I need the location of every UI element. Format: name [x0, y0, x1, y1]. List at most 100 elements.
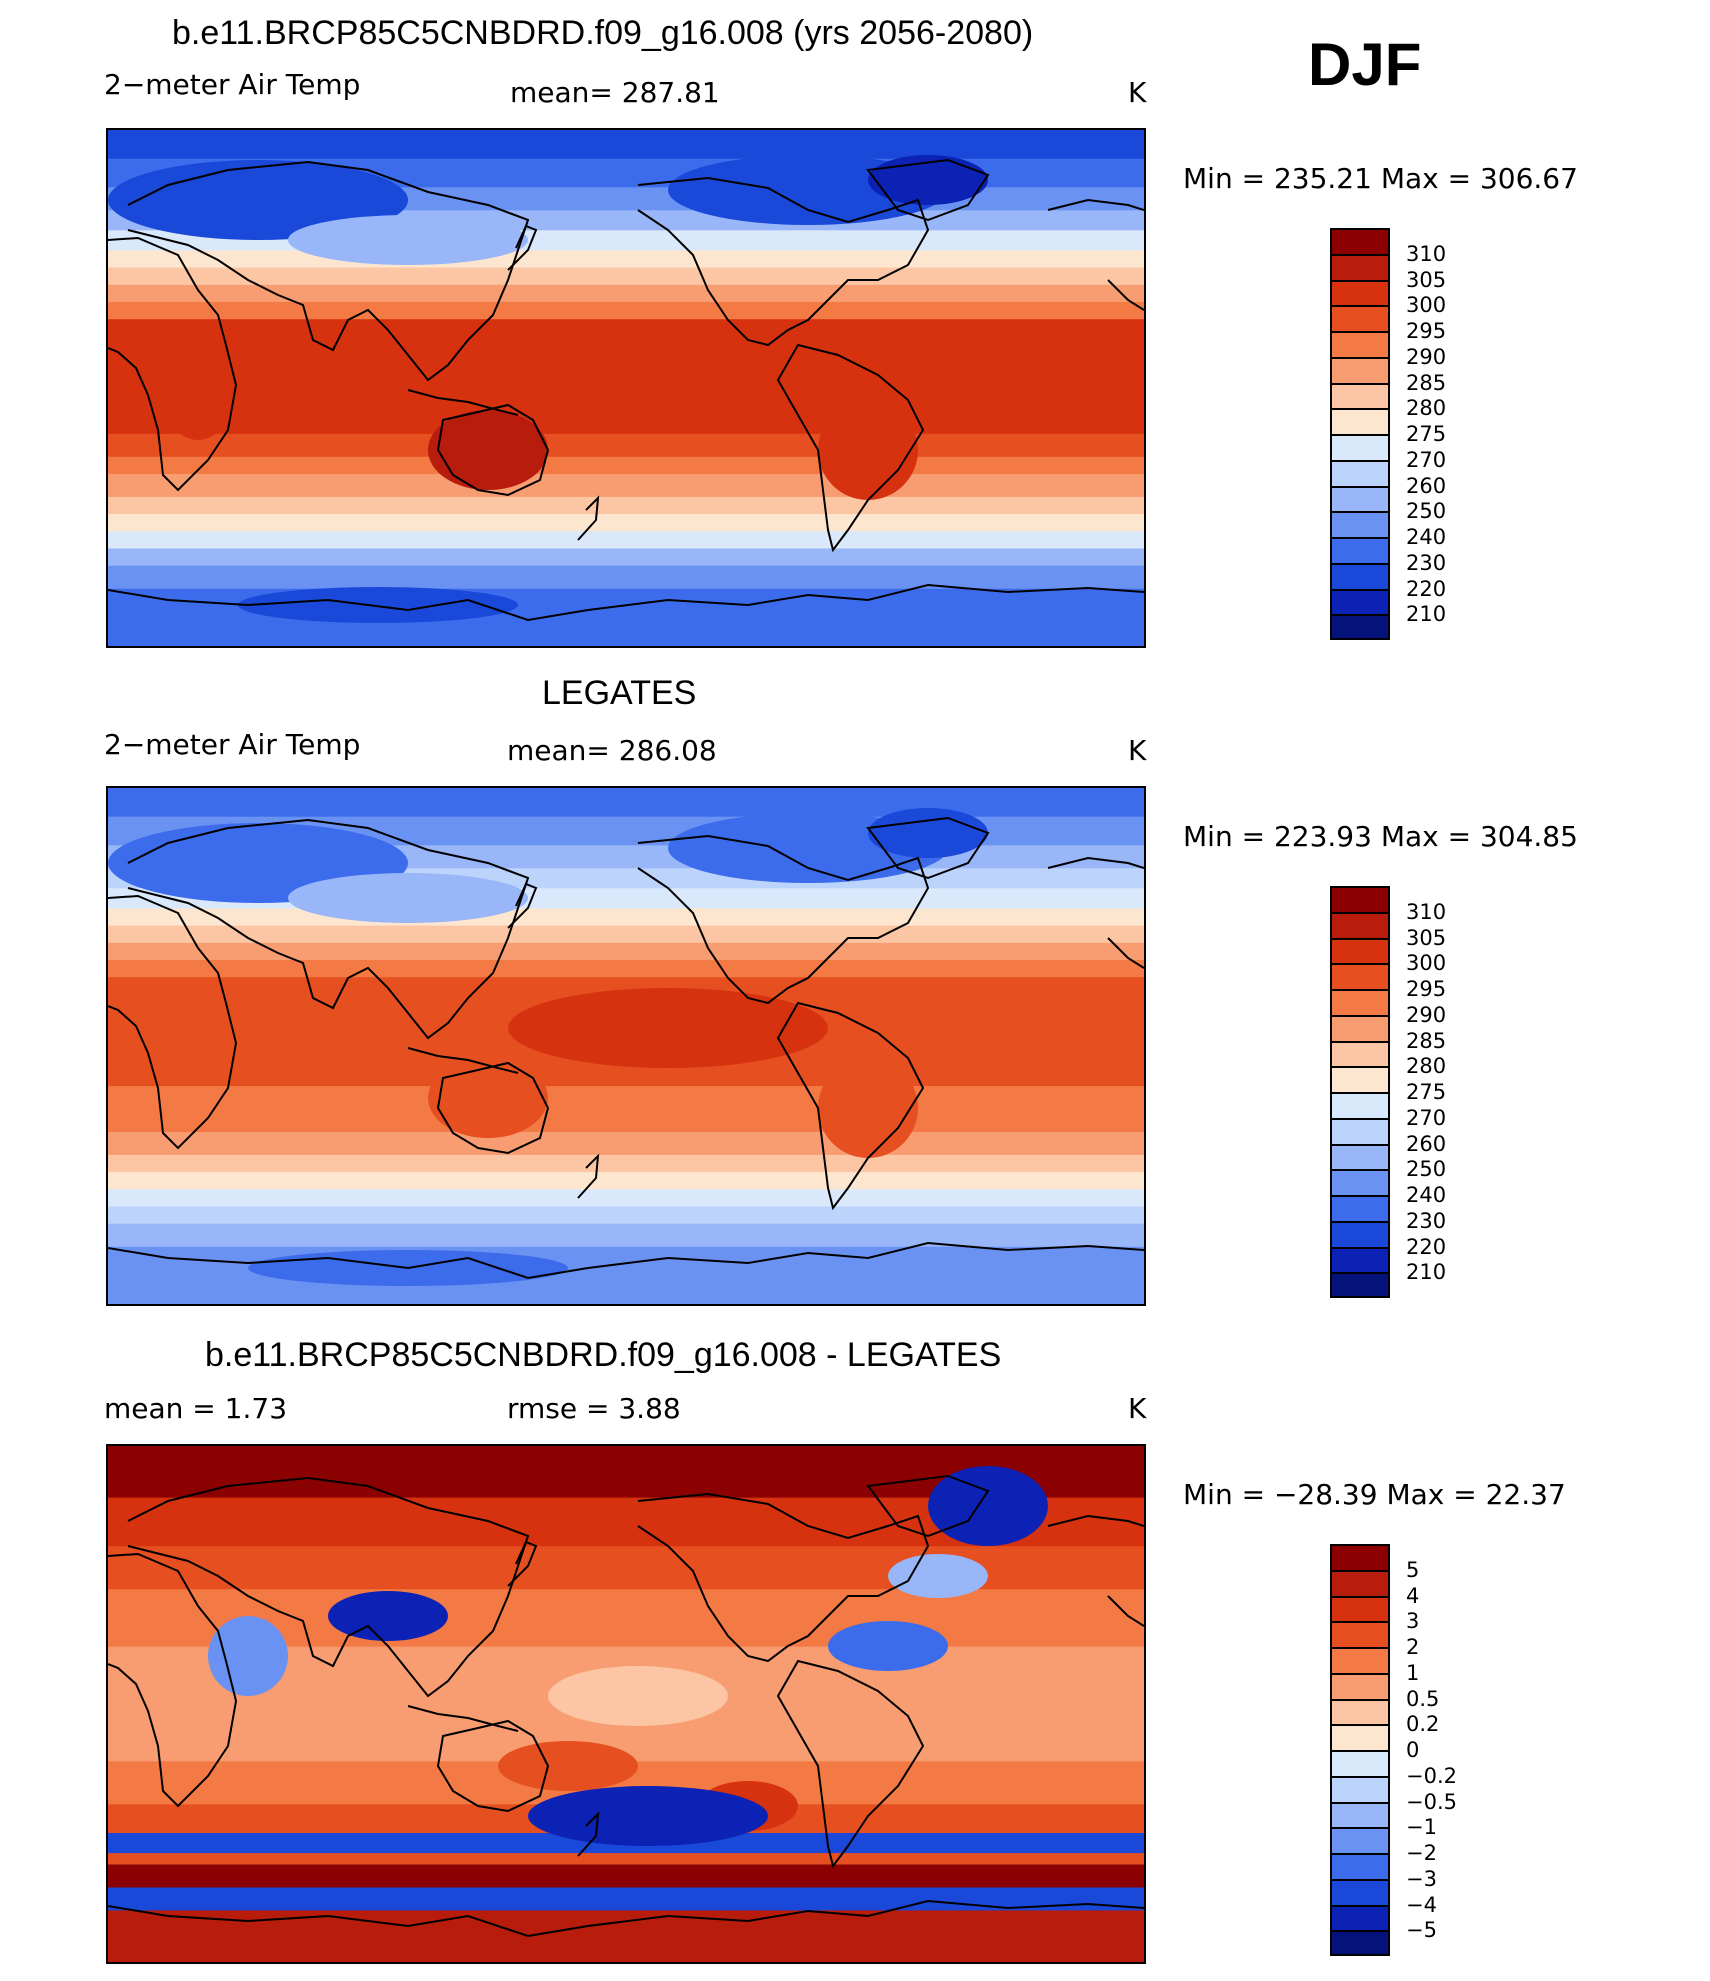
- field-band: [108, 565, 1144, 590]
- colorbar-label: 230: [1406, 1208, 1447, 1233]
- colorbar-label: 310: [1406, 899, 1447, 924]
- colorbar-box: [1330, 1092, 1390, 1119]
- coast-south-america: [776, 1001, 925, 1211]
- panel-2-variable: 2−meter Air Temp: [104, 728, 361, 761]
- colorbar-box: [1330, 537, 1390, 564]
- field-band: [108, 908, 1144, 927]
- field-band: [108, 319, 1144, 435]
- colorbar-label: 275: [1406, 1080, 1447, 1104]
- colorbar-box: [1330, 1672, 1390, 1699]
- coast-south-america: [776, 343, 925, 553]
- colorbar-box: [1330, 1014, 1390, 1041]
- coast-indonesia: [407, 1047, 519, 1074]
- colorbar-label: 220: [1406, 576, 1447, 601]
- colorbar-box: [1330, 1827, 1390, 1854]
- map-svg: [108, 1446, 1144, 1962]
- coast-greenland: [866, 816, 990, 880]
- coast-japan: [507, 882, 538, 929]
- coast-antarctica: [108, 583, 1144, 622]
- colorbar-box: [1330, 1801, 1390, 1828]
- field-band: [108, 1864, 1144, 1889]
- contour-field: [108, 788, 1144, 1304]
- coast-north-america: [637, 1492, 930, 1663]
- colorbar-label: 280: [1406, 1054, 1447, 1079]
- field-patch: [288, 873, 528, 923]
- field-patch: [828, 1621, 948, 1671]
- coast-nz: [577, 1811, 600, 1857]
- panel-2-title: LEGATES: [542, 674, 697, 712]
- colorbar-box: [1330, 989, 1390, 1016]
- panel-2-colorbar: 310 305 300 295 290 285 280 275 270 260 250 240 230 2…: [1330, 886, 1446, 1298]
- field-band: [108, 284, 1144, 303]
- colorbar-label: 4: [1406, 1583, 1420, 1608]
- colorbar-label: 210: [1406, 602, 1447, 627]
- field-band: [108, 1206, 1144, 1225]
- field-band: [108, 942, 1144, 961]
- coast-africa-east: [1107, 1595, 1144, 1627]
- panel-3-title: b.e11.BRCP85C5CNBDRD.f09_g16.008 - LEGAT…: [205, 1336, 1002, 1374]
- colorbar-label: 275: [1406, 422, 1447, 446]
- colorbar-box: [1330, 1904, 1390, 1931]
- field-patch: [508, 988, 828, 1068]
- contour-field: [108, 130, 1144, 646]
- colorbar-label: −2: [1406, 1841, 1437, 1865]
- coast-europe-east: [1047, 1514, 1144, 1527]
- field-patch: [238, 587, 518, 623]
- colorbar-box: [1330, 1878, 1390, 1905]
- coast-australia: [436, 1061, 550, 1155]
- colorbar-label: 5: [1406, 1557, 1420, 1582]
- coast-eurasia: [127, 160, 530, 382]
- colorbar-label: 3: [1406, 1609, 1420, 1634]
- colorbar-box: [1330, 1169, 1390, 1196]
- season-label: DJF: [1308, 31, 1422, 98]
- colorbar-box: [1330, 511, 1390, 538]
- field-band: [108, 1189, 1144, 1208]
- coast-africa-east: [1107, 279, 1144, 311]
- field-patch: [498, 1741, 638, 1791]
- colorbar-box: [1330, 588, 1390, 615]
- colorbar-box: [1330, 911, 1390, 938]
- colorbar-box: [1330, 1569, 1390, 1596]
- colorbar-label: −3: [1406, 1866, 1437, 1891]
- field-band: [108, 925, 1144, 944]
- coast-antarctica: [108, 1241, 1144, 1280]
- field-band: [108, 250, 1144, 269]
- colorbar-box: [1330, 434, 1390, 461]
- colorbar-box: [1330, 1853, 1390, 1880]
- colorbar-label: 280: [1406, 396, 1447, 421]
- colorbar-box: [1330, 562, 1390, 589]
- colorbar-label: 305: [1406, 267, 1447, 292]
- colorbar-box: [1330, 937, 1390, 964]
- coast-africa: [108, 894, 238, 1150]
- panel-2-minmax: Min = 223.93 Max = 304.85: [1183, 820, 1578, 853]
- field-band: [108, 788, 1144, 818]
- colorbar-box: [1330, 279, 1390, 306]
- field-band: [108, 514, 1144, 533]
- field-band: [108, 130, 1144, 160]
- panel-2-units: K: [1128, 734, 1147, 767]
- coast-australia: [436, 1719, 550, 1813]
- colorbar-label: 250: [1406, 499, 1447, 524]
- colorbar-box: [1330, 886, 1390, 913]
- colorbar-box: [1330, 1066, 1390, 1093]
- colorbar-label: −5: [1406, 1918, 1437, 1943]
- panel-3-mean: mean = 1.73: [104, 1392, 288, 1425]
- coast-africa: [108, 236, 238, 492]
- colorbar-box: [1330, 1930, 1390, 1956]
- colorbar-box: [1330, 1595, 1390, 1622]
- colorbar-label: 260: [1406, 473, 1447, 498]
- colorbar-label: 290: [1406, 1002, 1447, 1027]
- field-band: [108, 611, 1144, 646]
- field-band: [108, 1154, 1144, 1174]
- field-band: [108, 1086, 1144, 1110]
- field-band: [108, 1172, 1144, 1191]
- field-band: [108, 433, 1144, 458]
- coast-indonesia: [407, 389, 519, 416]
- colorbar-box: [1330, 1775, 1390, 1802]
- field-patch: [108, 160, 408, 240]
- colorbar-label: 0.5: [1406, 1686, 1440, 1711]
- coast-europe-east: [1047, 856, 1144, 869]
- coast-europe-east: [1047, 198, 1144, 211]
- colorbar-box: [1330, 1040, 1390, 1067]
- colorbar-box: [1330, 485, 1390, 512]
